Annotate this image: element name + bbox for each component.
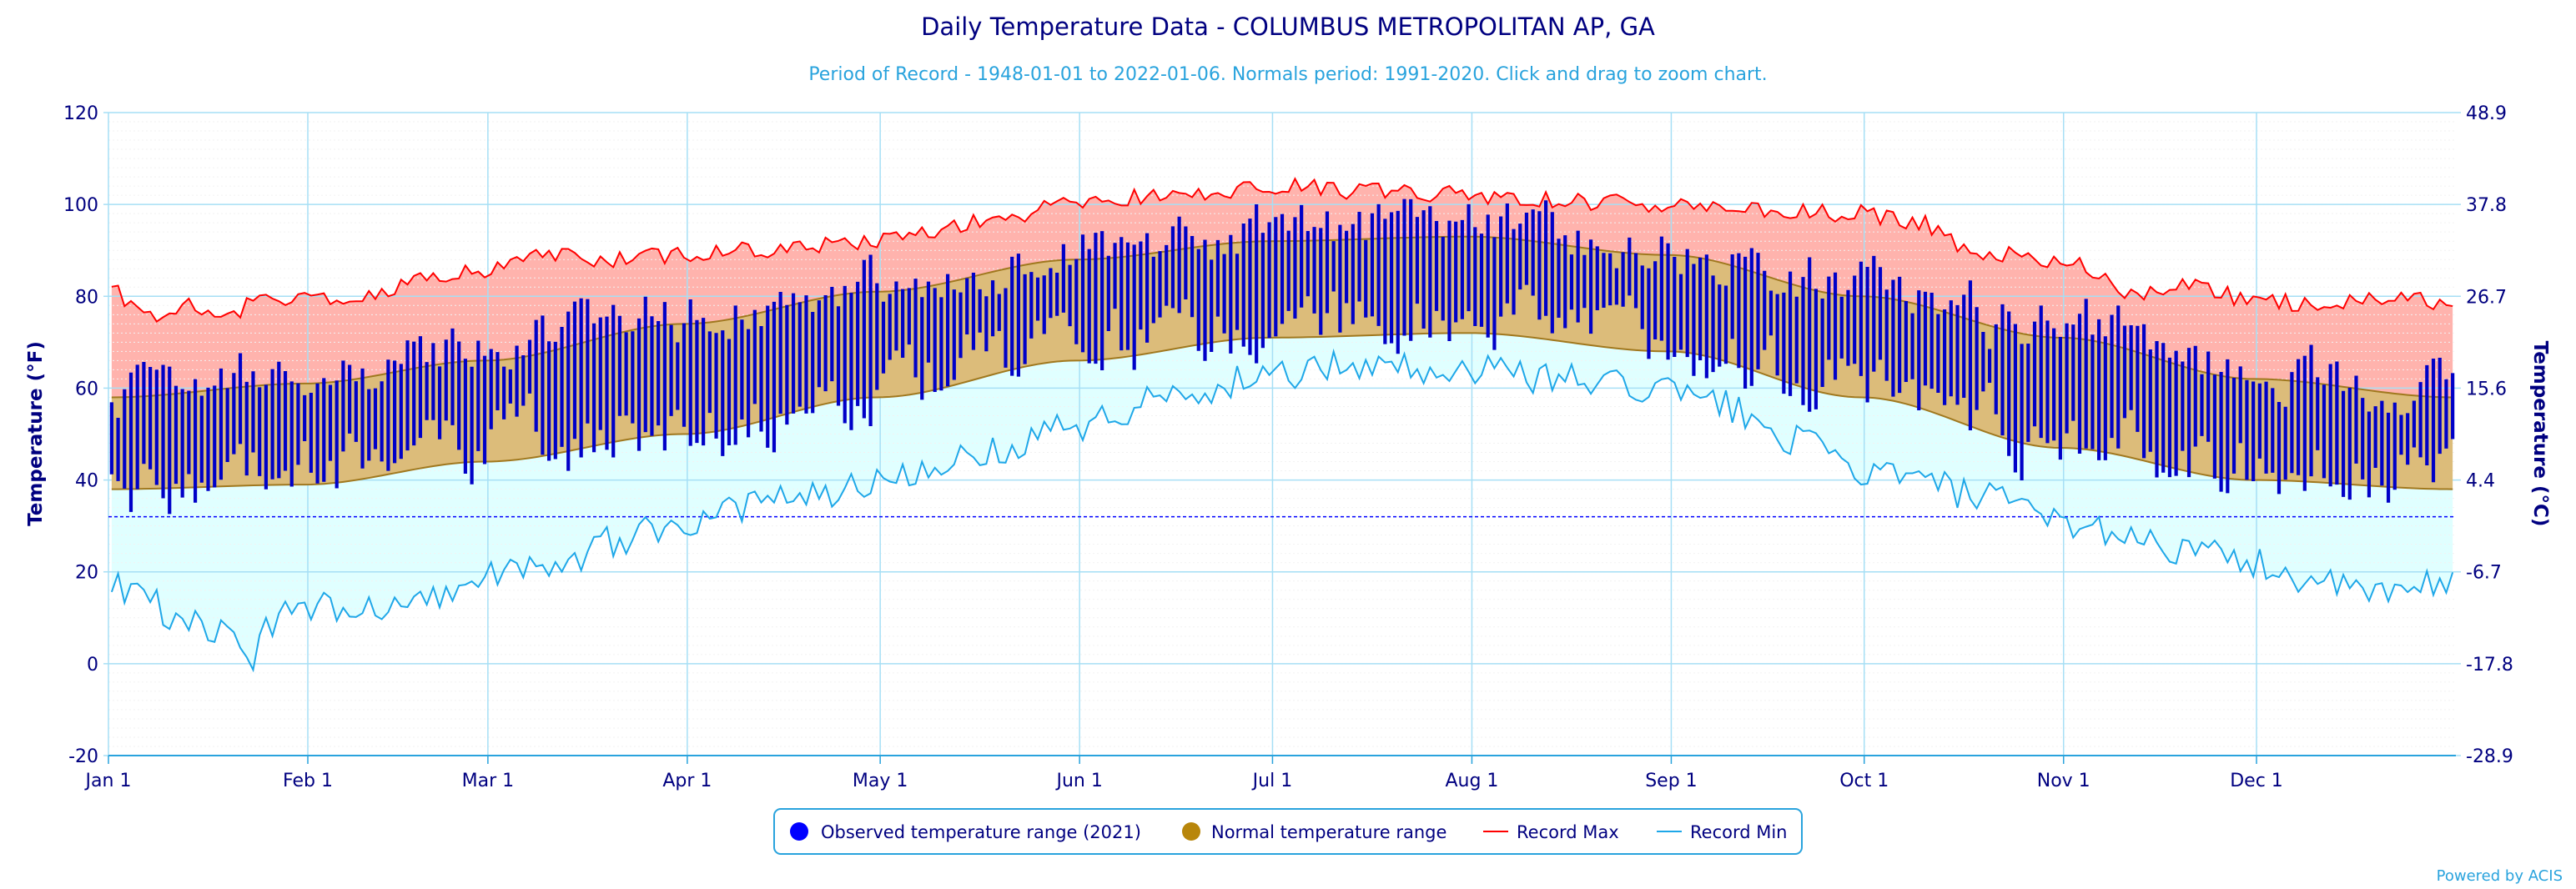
record-low-band xyxy=(111,333,2453,671)
plot-area[interactable]: -20 0 20 40 60 80 100 120 -28.9 -17.8 -6.7 4.4 15.6 2… xyxy=(63,103,2513,791)
legend[interactable]: Observed temperature range (2021) Normal… xyxy=(773,808,1803,855)
x-tick-label: Jun 1 xyxy=(1054,771,1102,791)
legend-record-min-label: Record Min xyxy=(1690,822,1788,842)
x-tick-label: Oct 1 xyxy=(1839,771,1889,791)
y-tick-label-right: 48.9 xyxy=(2466,103,2507,124)
x-tick-label: Jan 1 xyxy=(84,771,132,791)
y-tick-label-left: 20 xyxy=(75,563,98,584)
y-tick-label-right: 4.4 xyxy=(2466,471,2495,492)
legend-item-record-min[interactable]: Record Min xyxy=(1657,822,1788,842)
y-tick-label-right: 15.6 xyxy=(2466,379,2507,399)
legend-observed-label: Observed temperature range (2021) xyxy=(821,822,1141,842)
y-tick-label-left: 0 xyxy=(87,655,98,676)
x-tick-label: Dec 1 xyxy=(2230,771,2283,791)
legend-item-record-max[interactable]: Record Max xyxy=(1483,822,1619,842)
y-tick-label-left: 60 xyxy=(75,379,98,399)
y-tick-label-right: 37.8 xyxy=(2466,195,2507,216)
y-tick-label-left: 120 xyxy=(63,103,98,124)
credit-link[interactable]: Powered by ACIS xyxy=(2437,867,2563,885)
chart-title: Daily Temperature Data - COLUMBUS METROP… xyxy=(921,13,1655,41)
x-tick-label: May 1 xyxy=(853,771,908,791)
x-tick-label: Feb 1 xyxy=(283,771,333,791)
y-tick-label-right: -28.9 xyxy=(2466,746,2513,767)
bands-layer xyxy=(111,178,2453,671)
x-tick-label: Apr 1 xyxy=(662,771,712,791)
record-high-band xyxy=(111,178,2453,398)
grid-layer xyxy=(108,112,2456,756)
normal-min-line xyxy=(111,332,2453,490)
y-axis-left-title: Temperature (°F) xyxy=(25,341,47,526)
y-tick-label-right: -17.8 xyxy=(2466,655,2513,676)
record-min-line[interactable] xyxy=(110,348,2454,673)
y-tick-label-right: -6.7 xyxy=(2466,563,2502,584)
x-tick-label: Aug 1 xyxy=(1445,771,1498,791)
observed-layer xyxy=(109,198,2455,515)
legend-item-observed[interactable]: Observed temperature range (2021) xyxy=(790,822,1141,842)
y-tick-label-left: 40 xyxy=(75,471,98,492)
y-axis-right-title: Temperature (°C) xyxy=(2529,341,2551,527)
legend-observed-dot xyxy=(790,822,808,841)
y-tick-label-left: 100 xyxy=(63,195,98,216)
legend-record-max-label: Record Max xyxy=(1517,822,1619,842)
y-tick-label-left: 80 xyxy=(75,287,98,308)
records-layer xyxy=(110,177,2454,673)
legend-normal-label: Normal temperature range xyxy=(1211,822,1446,842)
chart-subtitle: Period of Record - 1948-01-01 to 2022-01… xyxy=(808,64,1767,85)
record-max-line[interactable] xyxy=(111,177,2453,323)
x-tick-label: Sep 1 xyxy=(1645,771,1697,791)
axes-layer: -20 0 20 40 60 80 100 120 -28.9 -17.8 -6.7 4.4 15.6 2… xyxy=(63,103,2513,791)
x-tick-label: Nov 1 xyxy=(2037,771,2090,791)
x-tick-label: Mar 1 xyxy=(462,771,515,791)
y-tick-label-right: 26.7 xyxy=(2466,287,2507,308)
legend-normal-dot xyxy=(1182,822,1200,841)
legend-item-normal[interactable]: Normal temperature range xyxy=(1182,822,1446,842)
legend-box xyxy=(773,808,1803,855)
y-tick-label-left: -20 xyxy=(68,746,98,767)
x-tick-label: Jul 1 xyxy=(1251,771,1293,791)
